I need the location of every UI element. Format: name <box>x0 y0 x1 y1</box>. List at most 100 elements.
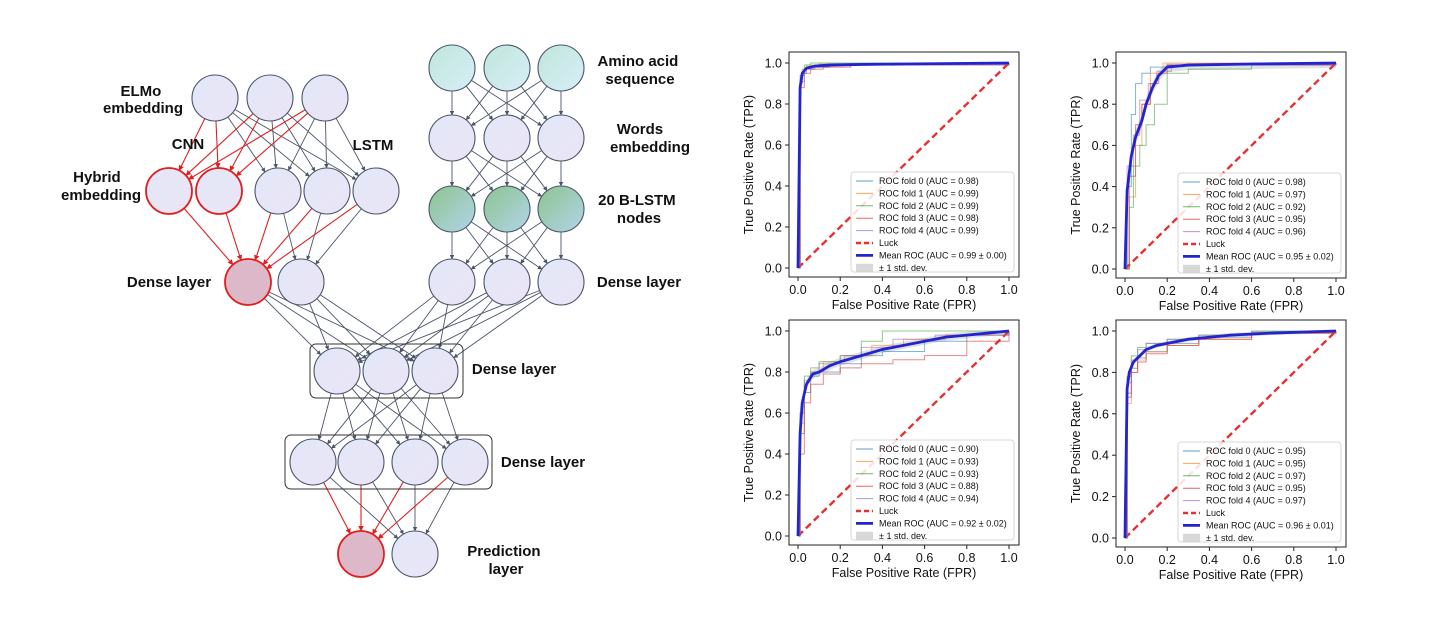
legend-entry: ROC fold 4 (AUC = 0.97) <box>1206 496 1306 506</box>
label-dense-layer-left: Dense layer <box>127 274 211 291</box>
network-edge-highlight <box>229 117 260 172</box>
neuron-node-blstm <box>537 185 585 233</box>
legend-entry: ± 1 std. dev. <box>879 263 927 273</box>
network-edge-highlight <box>178 118 206 171</box>
luck-line <box>797 62 1010 269</box>
network-edge <box>470 221 543 270</box>
legend-entry: Luck <box>1206 508 1226 518</box>
legend-entry: ROC fold 3 (AUC = 0.98) <box>879 213 979 223</box>
legend: ROC fold 0 (AUC = 0.98) ROC fold 1 (AUC =… <box>1177 172 1342 274</box>
roc-chart-2: 0.0 0.2 0.4 0.6 0.8 1.0 0.0 0.2 0.4 0.6 0.8 1.0 Fals… <box>742 319 1020 580</box>
network-edge <box>354 295 435 358</box>
network-layer-boxes <box>284 343 493 490</box>
legend: ROC fold 0 (AUC = 0.90) ROC fold 1 (AUC =… <box>850 439 1015 541</box>
roc-charts: 0.0 0.2 0.4 0.6 0.8 1.0 0.0 0.2 0.4 0.6 0.8 1.0 Fals… <box>742 51 1347 582</box>
legend-swatch <box>1183 533 1200 542</box>
y-axis-label: True Positive Rate (TPR) <box>1069 364 1083 503</box>
x-axis-label: False Positive Rate (FPR) <box>832 298 976 312</box>
y-tick-label: 0.6 <box>1092 139 1109 153</box>
network-edge-highlight <box>266 203 358 270</box>
neuron-node-words <box>428 114 476 162</box>
legend-box <box>850 439 1015 541</box>
neuron-node-dl <box>224 258 272 306</box>
mean-roc-line <box>1123 329 1337 539</box>
label-amino-acid-sequence: Amino acid sequence <box>597 53 682 88</box>
neuron-node-pred <box>337 530 385 578</box>
y-tick-label: 0.0 <box>765 530 782 544</box>
luck-line <box>797 330 1010 537</box>
network-edge <box>392 392 409 441</box>
neuron-node-m2 <box>289 438 337 486</box>
plot-area <box>1123 61 1337 270</box>
plot-frame <box>788 51 1020 278</box>
label-prediction-layer: Prediction layer <box>467 543 545 578</box>
network-edge <box>331 384 417 449</box>
legend-entry: ROC fold 1 (AUC = 0.93) <box>879 456 979 466</box>
neuron-node-hybrid <box>352 167 400 215</box>
network-edge <box>355 383 447 450</box>
network-edge-highlight <box>225 212 243 261</box>
x-tick-label: 0.8 <box>1285 553 1302 567</box>
network-edge <box>351 388 401 445</box>
x-tick-label: 0.2 <box>832 283 849 297</box>
x-tick-label: 0.6 <box>916 551 933 565</box>
legend-entry: Luck <box>879 238 899 248</box>
label-dense-layer-lower: Dense layer <box>501 454 585 471</box>
network-edge <box>465 155 494 192</box>
legend-entry: ROC fold 3 (AUC = 0.95) <box>1206 214 1306 224</box>
network-edge-highlight <box>185 113 254 176</box>
mean-roc-line <box>796 61 1010 269</box>
network-edge <box>453 294 543 359</box>
network-edge <box>437 304 449 349</box>
label-words-embedding: Words embedding <box>610 121 690 156</box>
neuron-node-m1 <box>313 347 361 395</box>
network-edge <box>286 112 360 177</box>
neuron-node-dr <box>537 258 585 306</box>
x-tick-label: 1.0 <box>1000 551 1017 565</box>
network-edge-highlight <box>262 208 313 266</box>
neuron-node-m1 <box>362 347 410 395</box>
x-tick-label: 0.8 <box>1285 284 1302 298</box>
network-edge-highlight <box>372 481 404 535</box>
x-tick-label: 0.6 <box>1243 553 1260 567</box>
roc-fold-3-line <box>798 331 1010 537</box>
legend-swatch <box>856 531 873 540</box>
network-edges <box>178 80 564 540</box>
neuron-node-hybrid <box>254 167 302 215</box>
legend-entry: ± 1 std. dev. <box>1206 533 1254 543</box>
network-edge <box>329 477 399 539</box>
y-tick-label: 0.0 <box>765 262 782 276</box>
network-edge <box>465 85 494 121</box>
y-tick-label: 0.6 <box>765 407 782 421</box>
x-axis-label: False Positive Rate (FPR) <box>832 566 976 580</box>
x-tick-label: 0.0 <box>1116 553 1133 567</box>
y-tick-label: 0.8 <box>765 98 782 112</box>
luck-line <box>1124 62 1337 270</box>
roc-chart-1: 0.0 0.2 0.4 0.6 0.8 1.0 0.0 0.2 0.4 0.6 0.8 1.0 Fals… <box>1069 51 1347 313</box>
legend-entry: Mean ROC (AUC = 0.99 ± 0.00) <box>879 250 1007 260</box>
network-edge <box>399 300 439 353</box>
x-tick-label: 0.6 <box>1243 284 1260 298</box>
network-edge-highlight <box>377 476 449 540</box>
network-edge <box>375 388 421 445</box>
legend-entry: ROC fold 1 (AUC = 0.95) <box>1206 458 1306 468</box>
y-tick-label: 0.2 <box>1092 221 1109 235</box>
network-edge <box>317 393 332 441</box>
y-tick-label: 0.6 <box>1092 407 1109 421</box>
legend-entry: ROC fold 2 (AUC = 0.97) <box>1206 471 1306 481</box>
network-edge <box>316 298 371 355</box>
network-edge <box>319 294 417 359</box>
network-edge-highlight <box>188 109 306 180</box>
y-tick-label: 0.4 <box>1092 180 1109 194</box>
legend: ROC fold 0 (AUC = 0.95) ROC fold 1 (AUC =… <box>1177 441 1342 543</box>
network-edge <box>520 227 548 264</box>
neuron-node-hybrid <box>303 167 351 215</box>
network-edge <box>400 388 451 445</box>
network-nodes <box>145 44 585 578</box>
label-dense-layer-right: Dense layer <box>597 274 681 291</box>
y-tick-label: 0.4 <box>765 448 782 462</box>
y-tick-label: 0.4 <box>1092 449 1109 463</box>
network-edge-highlight <box>254 212 272 261</box>
network-edge-highlight <box>183 208 234 266</box>
y-tick-label: 1.0 <box>765 57 782 71</box>
